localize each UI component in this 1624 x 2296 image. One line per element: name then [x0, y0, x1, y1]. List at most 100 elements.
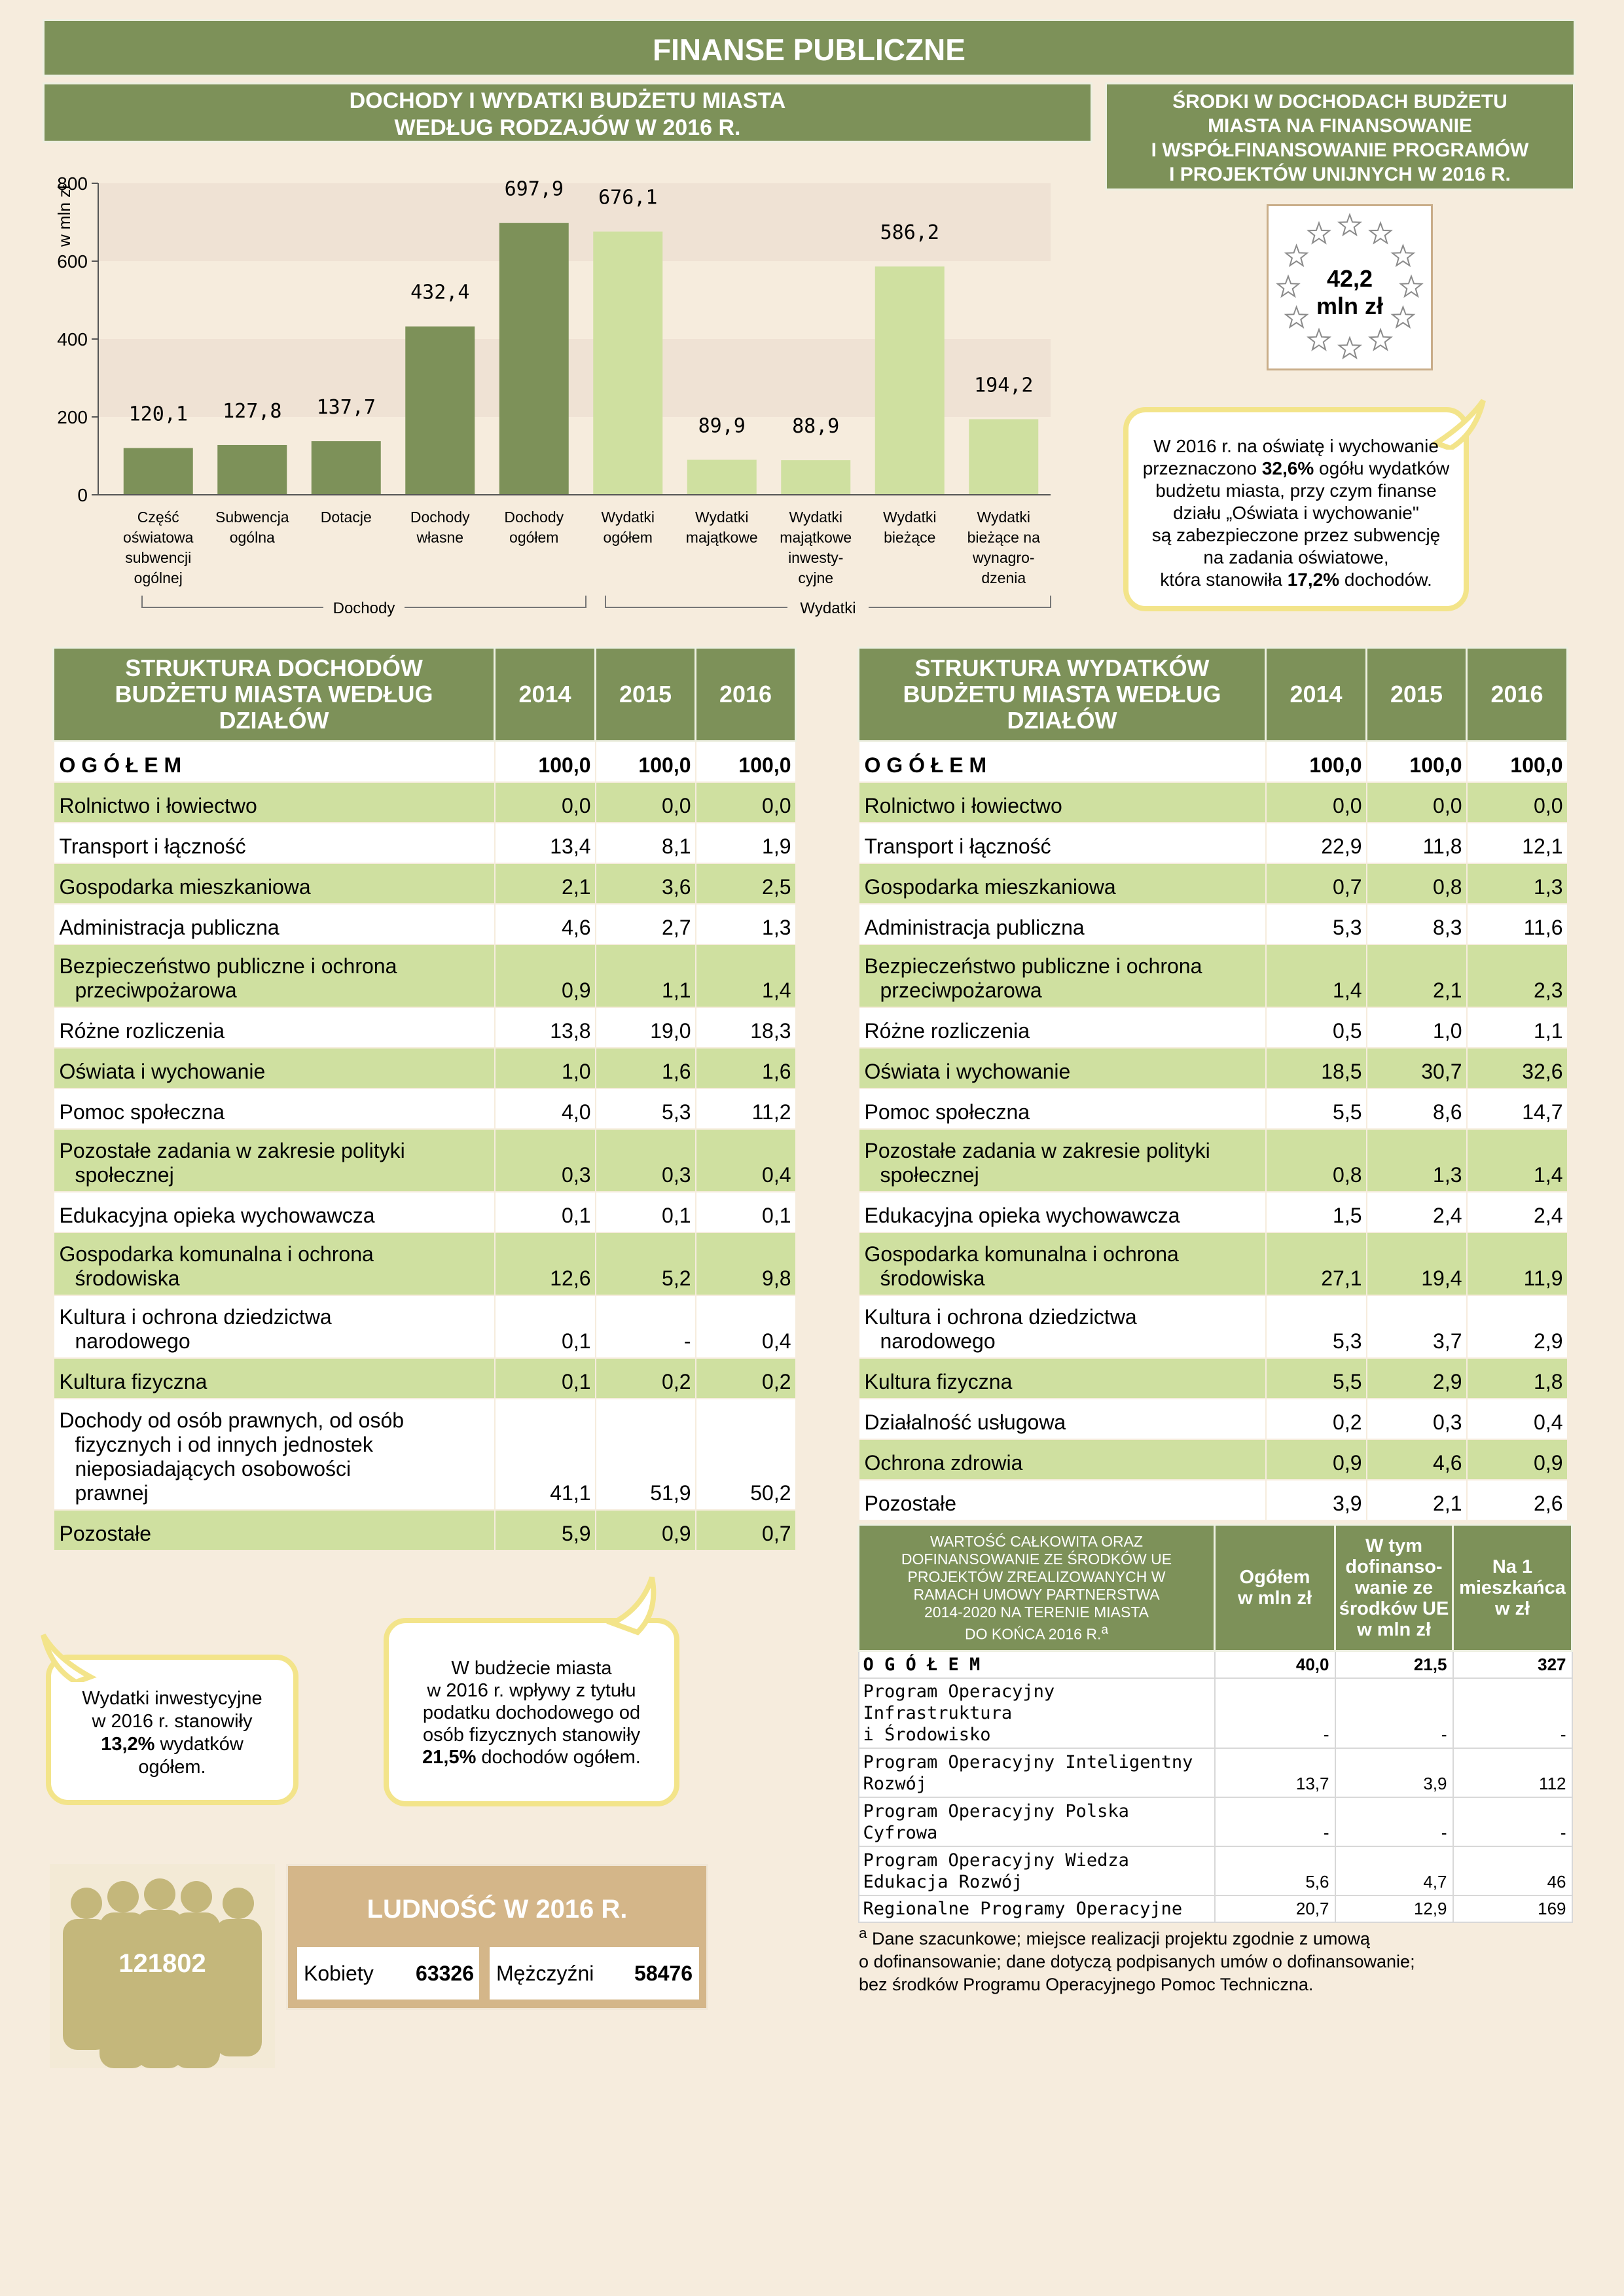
eu-funds-title: ŚRODKI W DOCHODACH BUDŻETU MIASTA NA FIN… — [1105, 82, 1575, 190]
row-label-line: Administracja publiczna — [59, 915, 280, 939]
cell-value: 0,3 — [1365, 1397, 1468, 1440]
cell-value: 4,0 — [494, 1087, 596, 1130]
table-row: Kultura fizyczna 5,5 2,9 1,8 — [857, 1357, 1568, 1399]
table-row: Kultura i ochrona dziedzictwa narodowego 0… — [52, 1294, 797, 1359]
footnote: a Dane szacunkowe; miejsce realizacji pr… — [859, 1922, 1572, 1996]
row-label: Edukacyjna opieka wychowawcza — [52, 1191, 496, 1233]
row-label-line: Pozostałe — [59, 1521, 152, 1545]
row-label: Ochrona zdrowia — [857, 1438, 1267, 1480]
cell-value: 0,0 — [1265, 781, 1367, 823]
cell-value: 14,7 — [1466, 1087, 1568, 1130]
bar — [687, 459, 757, 495]
x-tick-label: Wydatki — [789, 509, 842, 526]
table-row: Program Operacyjny Infrastruktura i Środo… — [857, 1677, 1573, 1749]
row-label: Oświata i wychowanie — [857, 1047, 1267, 1089]
table-row: Gospodarka mieszkaniowa 2,1 3,6 2,5 — [52, 862, 797, 905]
cell-value: - — [594, 1294, 696, 1359]
row-label-line: prawnej — [75, 1480, 149, 1505]
bar-value-label: 697,9 — [505, 178, 564, 201]
cell-value: 2,1 — [494, 862, 596, 905]
x-tick-label: Wydatki — [883, 509, 937, 526]
cell-value: 0,4 — [1466, 1397, 1568, 1440]
row-label: Dochody od osób prawnych, od osób fizyczn… — [52, 1397, 496, 1511]
chart-title: DOCHODY I WYDATKI BUDŻETU MIASTA WEDŁUG … — [43, 82, 1092, 143]
row-label: Gospodarka mieszkaniowa — [857, 862, 1267, 905]
row-label-line: Gospodarka komunalna i ochrona — [864, 1242, 1179, 1266]
row-label-line: Różne rozliczenia — [59, 1018, 225, 1043]
row-label-line: środowiska — [880, 1266, 985, 1290]
cell-value: 51,9 — [594, 1397, 696, 1511]
row-label-line: Rozwój — [863, 1774, 928, 1794]
y-tick-label: 200 — [57, 407, 88, 427]
row-label-line: narodowego — [880, 1329, 996, 1353]
table-row: Regionalne Programy Operacyjne 20,7 12,9 16… — [857, 1895, 1573, 1923]
row-label: Program Operacyjny Wiedza Edukacja Rozwój — [857, 1846, 1216, 1896]
x-tick-label: bieżące na — [967, 529, 1040, 546]
cell-value: 1,9 — [695, 821, 797, 864]
cell-value: 21,5 — [1334, 1650, 1454, 1679]
cell-value: 0,1 — [494, 1294, 596, 1359]
cell-value: 30,7 — [1365, 1047, 1468, 1089]
cell-value: 5,5 — [1265, 1087, 1367, 1130]
table-row: Ochrona zdrowia 0,9 4,6 0,9 — [857, 1438, 1568, 1480]
callout-line: przeznaczono 32,6% ogółu wydatków — [1142, 458, 1450, 478]
table-row: Administracja publiczna 5,3 8,3 11,6 — [857, 903, 1568, 945]
cell-value: 2,3 — [1466, 943, 1568, 1008]
chart-title-line2: WEDŁUG RODZAJÓW W 2016 R. — [394, 115, 741, 140]
cell-value: 0,9 — [494, 943, 596, 1008]
bar-value-label: 127,8 — [223, 400, 281, 423]
eu-funds-value: 42,2 mln zł — [1269, 265, 1431, 320]
table-row: Administracja publiczna 4,6 2,7 1,3 — [52, 903, 797, 945]
x-tick-label: ogólnej — [134, 569, 183, 586]
table-row: Pozostałe zadania w zakresie polityki spo… — [857, 1128, 1568, 1193]
women-box: Kobiety 63326 — [297, 1947, 479, 2000]
cell-value: 100,0 — [594, 740, 696, 783]
page-title: FINANSE PUBLICZNE — [43, 19, 1576, 77]
cell-value: 41,1 — [494, 1397, 596, 1511]
year-header: 2015 — [1365, 647, 1468, 742]
row-label-line: przeciwpożarowa — [880, 978, 1042, 1002]
x-tick-label: Dochody — [504, 509, 564, 526]
x-tick-label: inwesty- — [788, 549, 843, 566]
cell-value: 13,7 — [1214, 1748, 1336, 1798]
table-row: Bezpieczeństwo publiczne i ochrona przeci… — [52, 943, 797, 1008]
table-row: Bezpieczeństwo publiczne i ochrona przeci… — [857, 943, 1568, 1008]
eu-projects-table: WARTOŚĆ CAŁKOWITA ORAZ DOFINANSOWANIE ZE… — [857, 1524, 1573, 1923]
cell-value: 5,3 — [1265, 1294, 1367, 1359]
callout-line: W budżecie miasta — [451, 1658, 612, 1679]
cell-value: 4,6 — [1365, 1438, 1468, 1480]
cell-value: 0,0 — [695, 781, 797, 823]
cell-value: 8,6 — [1365, 1087, 1468, 1130]
x-tick-label: Dochody — [410, 509, 470, 526]
cell-value: - — [1334, 1797, 1454, 1847]
cell-value: 0,8 — [1365, 862, 1468, 905]
group-label: Dochody — [333, 600, 395, 617]
bar-value-label: 586,2 — [880, 221, 939, 244]
expense-table-title: STRUKTURA WYDATKÓW BUDŻETU MIASTA WEDŁUG… — [857, 647, 1267, 742]
cell-value: 2,9 — [1466, 1294, 1568, 1359]
table-row: Pozostałe zadania w zakresie polityki spo… — [52, 1128, 797, 1193]
cell-value: 0,0 — [494, 781, 596, 823]
income-structure-table: STRUKTURA DOCHODÓW BUDŻETU MIASTA WEDŁUG… — [52, 647, 797, 1551]
row-label: Pozostałe zadania w zakresie polityki spo… — [857, 1128, 1267, 1193]
footnote-line: bez środków Programu Operacyjnego Pomoc … — [859, 1975, 1314, 1994]
table-row: Gospodarka mieszkaniowa 0,7 0,8 1,3 — [857, 862, 1568, 905]
cell-value: 5,3 — [1265, 903, 1367, 945]
cell-value: 169 — [1452, 1895, 1573, 1923]
table-row: Kultura i ochrona dziedzictwa narodowego 5… — [857, 1294, 1568, 1359]
cell-value: 11,6 — [1466, 903, 1568, 945]
row-label-line: Bezpieczeństwo publiczne i ochrona — [864, 954, 1202, 978]
cell-value: 1,3 — [1365, 1128, 1468, 1193]
row-label-line: Pozostałe zadania w zakresie polityki — [864, 1138, 1210, 1162]
bars-group: 120,1 127,8 137,7 432,4 697,9 676,1 89,9 88,9 58… — [98, 178, 1051, 495]
x-tick-label: własne — [416, 529, 463, 546]
cell-value: 5,2 — [594, 1231, 696, 1296]
row-label-line: Rolnictwo i łowiectwo — [59, 793, 257, 817]
row-label: Gospodarka komunalna i ochrona środowiska — [857, 1231, 1267, 1296]
cell-value: 1,8 — [1466, 1357, 1568, 1399]
bar-value-label: 89,9 — [698, 415, 746, 438]
row-label-line: Cyfrowa — [863, 1823, 938, 1843]
star-icon — [1307, 327, 1331, 351]
row-label-line: Kultura fizyczna — [864, 1369, 1013, 1393]
cell-value: 0,0 — [1466, 781, 1568, 823]
